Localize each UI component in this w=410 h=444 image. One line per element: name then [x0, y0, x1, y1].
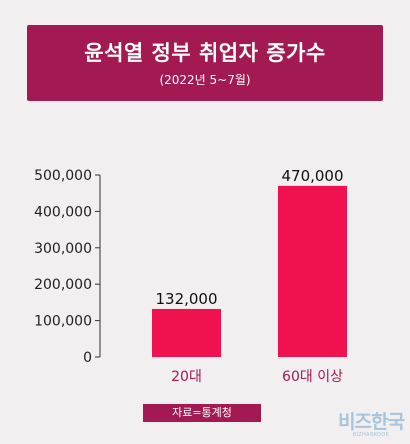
y-tick-label: 100,000 [34, 314, 92, 330]
y-tick-label: 400,000 [34, 204, 92, 220]
bars: 132,000 20대 470,000 60대 이상 [152, 167, 347, 385]
source-label: 자료=통계청 [143, 404, 261, 422]
logo-subtext: BIZHANKOOK [352, 432, 390, 438]
category-label: 60대 이상 [282, 369, 343, 385]
data-label: 470,000 [281, 167, 343, 185]
logo: 비즈한국 BIZHANKOOK [338, 407, 405, 438]
y-tick-label: 200,000 [34, 277, 92, 293]
chart-title: 윤석열 정부 취업자 증가수 [84, 41, 326, 65]
bar [278, 185, 347, 357]
chart-subtitle: (2022년 5~7월) [159, 73, 251, 87]
data-label: 132,000 [155, 290, 217, 308]
logo-text: 비즈한국 [338, 411, 405, 433]
y-axis: 0 100,000 200,000 300,000 400,000 500,000 [34, 168, 101, 366]
category-label: 20대 [171, 369, 202, 385]
bar [152, 308, 221, 357]
y-tick-label: 0 [83, 350, 92, 366]
y-tick-label: 500,000 [34, 168, 92, 184]
y-tick-label: 300,000 [34, 241, 92, 257]
title-banner: 윤석열 정부 취업자 증가수 (2022년 5~7월) [27, 25, 383, 101]
